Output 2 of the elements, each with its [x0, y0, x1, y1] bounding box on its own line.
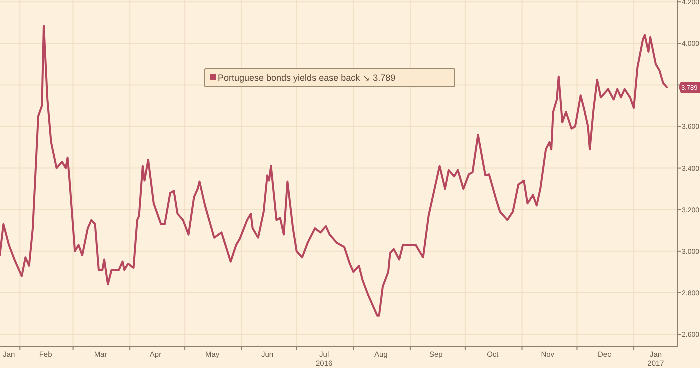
line-series	[0, 24, 668, 317]
legend-label: Portuguese bonds yields ease back ↘ 3.789	[218, 73, 396, 83]
